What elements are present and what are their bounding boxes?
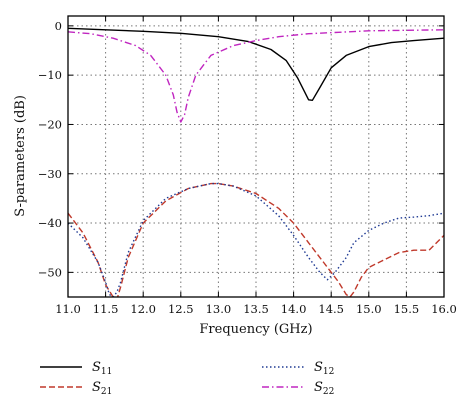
y-axis-label: S-parameters (dB) (13, 95, 28, 217)
y-tick-labels: 0 −10 −20 −30 −40 −50 (38, 19, 62, 279)
y-tick-label: −10 (38, 68, 62, 82)
series-line-s11 (68, 27, 444, 102)
x-tick-label: 11.5 (93, 302, 119, 316)
grid (68, 16, 444, 297)
legend-label-s22: S22 (314, 380, 334, 397)
x-tick-label: 14.0 (281, 302, 307, 316)
y-tick-label: −30 (38, 167, 62, 181)
legend: S11 S21 S12 S22 (40, 360, 334, 397)
x-tick-label: 15.0 (356, 302, 382, 316)
legend-label-s11: S11 (92, 360, 112, 377)
x-tick-label: 11.0 (55, 302, 81, 316)
legend-label-s21: S21 (92, 380, 112, 397)
x-tick-label: 13.0 (206, 302, 232, 316)
series-line-s21 (68, 182, 444, 297)
x-tick-label: 12.0 (130, 302, 156, 316)
y-tick-label: −50 (38, 265, 62, 279)
legend-label-s12: S12 (314, 360, 334, 377)
series-line-s22 (68, 29, 444, 123)
x-tick-label: 13.5 (243, 302, 269, 316)
series-lines (68, 27, 444, 297)
x-tick-labels: 11.0 11.5 12.0 12.5 13.0 13.5 14.0 14.5 15.0 15.5… (55, 302, 457, 316)
x-tick-label: 12.5 (168, 302, 194, 316)
x-tick-label: 14.5 (318, 302, 344, 316)
axis-ticks (67, 16, 445, 297)
x-tick-label: 16.0 (431, 302, 457, 316)
x-tick-label: 15.5 (394, 302, 420, 316)
series-line-s12 (68, 182, 444, 297)
y-tick-label: −40 (38, 216, 62, 230)
y-tick-label: −20 (38, 117, 62, 131)
x-axis-label: Frequency (GHz) (199, 322, 312, 337)
y-tick-label: 0 (55, 19, 62, 33)
